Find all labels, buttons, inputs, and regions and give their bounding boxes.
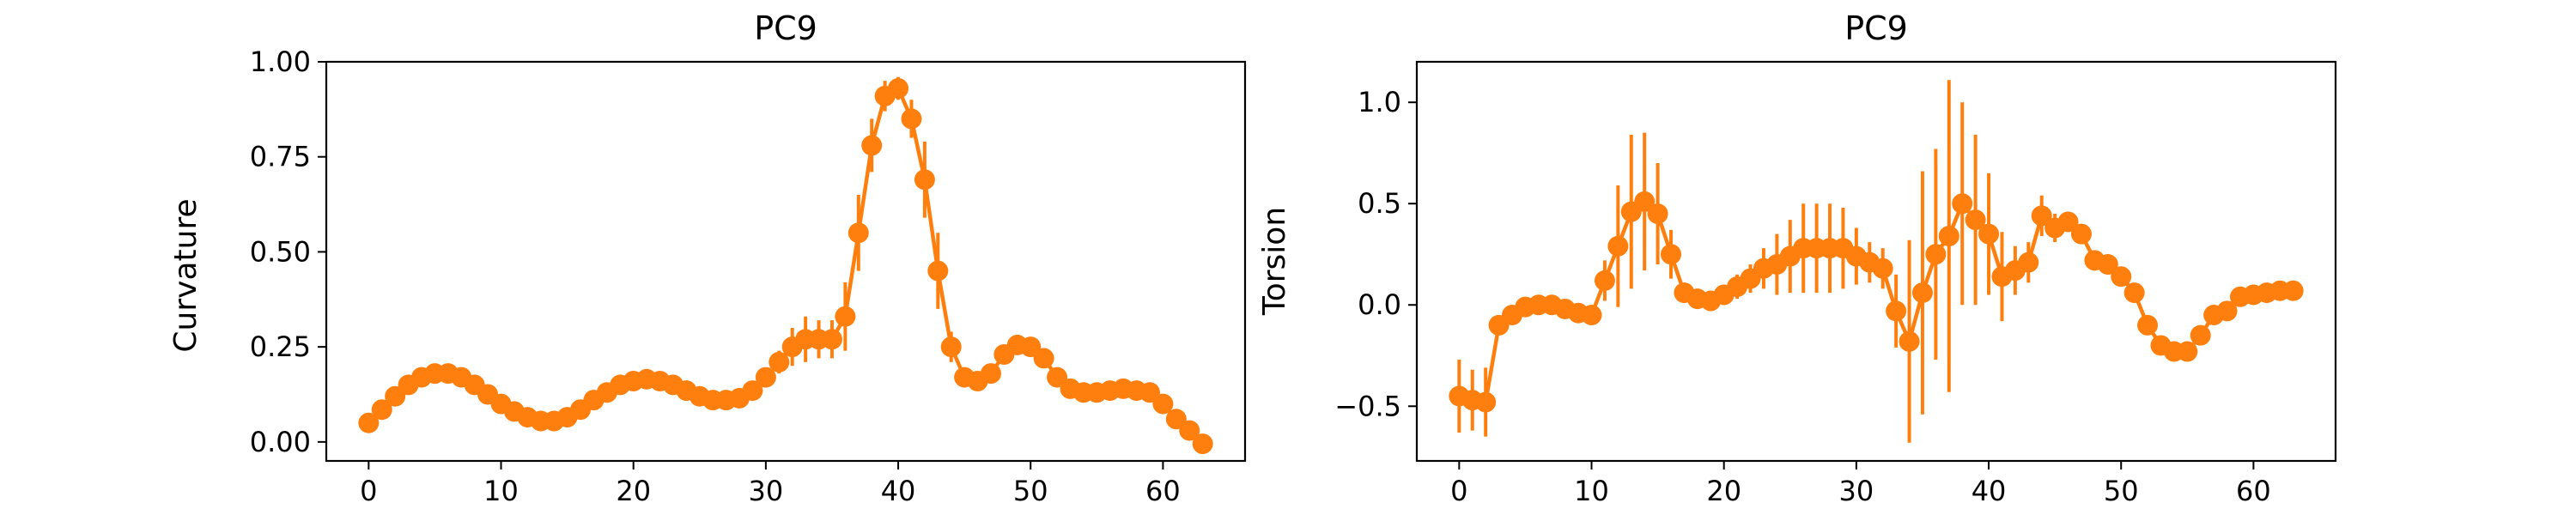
data-point	[2057, 211, 2079, 233]
data-point	[1475, 391, 1497, 413]
data-point	[1581, 305, 1602, 326]
data-point	[1634, 191, 1656, 212]
axis-ticks: 0 10 20 30 40 50 60 −0.5 0.0 0.5 1.0	[1334, 86, 2270, 507]
data-point	[2018, 251, 2039, 273]
x-tick-label: 40	[1971, 475, 2007, 507]
data-point	[2111, 266, 2132, 288]
data-point	[2137, 314, 2159, 336]
y-tick-label: 1.00	[250, 45, 311, 78]
data-point	[2282, 280, 2304, 301]
data-point	[371, 399, 392, 421]
x-tick-label: 10	[483, 475, 519, 507]
data-point	[2190, 324, 2211, 346]
data-point	[1911, 282, 1933, 304]
x-tick-label: 0	[360, 475, 377, 507]
y-axis-label: Curvature	[168, 198, 204, 352]
data-point	[1978, 223, 2000, 245]
x-tick-label: 20	[616, 475, 651, 507]
x-tick-label: 20	[1706, 475, 1741, 507]
data-point	[358, 412, 380, 433]
data-point	[2177, 341, 2198, 362]
chart-title: PC9	[1844, 9, 1908, 47]
plot-area	[1449, 80, 2304, 443]
curvature-panel: PC9 Curvature 0 10 20 30 40 50 600.000.250.500…	[168, 9, 1247, 507]
data-point	[1647, 203, 1668, 225]
data-point	[1152, 393, 1174, 415]
y-tick-label: 0.5	[1358, 187, 1401, 220]
data-point	[821, 329, 842, 350]
data-point	[742, 380, 763, 402]
y-axis-label: Torsion	[1257, 207, 1292, 316]
data-point	[848, 222, 869, 244]
axes-frame	[1415, 60, 2337, 463]
y-tick-label: 1.0	[1358, 86, 1401, 118]
data-point	[1661, 244, 1682, 265]
y-tick-label: 0.00	[250, 426, 311, 458]
data-point	[1886, 300, 1907, 322]
x-tick-label: 50	[2104, 475, 2139, 507]
data-point	[2216, 300, 2238, 322]
x-tick-label: 30	[749, 475, 784, 507]
data-point	[2123, 282, 2145, 304]
data-point	[1607, 235, 1629, 257]
series-line	[1458, 199, 2293, 404]
x-tick-label: 0	[1450, 475, 1467, 507]
data-point	[1965, 209, 1986, 231]
data-point	[755, 367, 776, 388]
data-point	[1594, 270, 1615, 291]
y-tick-label: 0.50	[250, 235, 311, 268]
axes-frame	[325, 60, 1247, 463]
data-point	[940, 336, 962, 358]
data-point	[1899, 330, 1920, 352]
x-tick-label: 40	[881, 475, 916, 507]
data-point	[980, 363, 1001, 385]
axis-ticks: 0 10 20 30 40 50 60 0.00 0.25 0.50 0.75 1.00	[250, 45, 1181, 507]
data-point	[1033, 348, 1054, 369]
x-tick-label: 60	[2236, 475, 2271, 507]
data-point	[2031, 205, 2052, 227]
data-point	[1179, 420, 1200, 441]
data-point	[1872, 258, 1893, 279]
data-point	[888, 78, 909, 99]
torsion-panel: PC9 Torsion 0 10 20 30 40 50 60 −0.5 0.0 0.5 1.0	[1257, 9, 2337, 507]
chart-title: PC9	[754, 9, 817, 47]
y-tick-label: 0.25	[250, 330, 311, 363]
data-point	[835, 306, 856, 327]
data-point	[1192, 433, 1213, 455]
data-point	[927, 260, 949, 282]
x-tick-label: 50	[1013, 475, 1048, 507]
data-point	[2070, 223, 2092, 245]
x-tick-label: 10	[1574, 475, 1609, 507]
x-tick-label: 60	[1145, 475, 1181, 507]
data-point	[901, 108, 922, 130]
plot-area	[358, 76, 1213, 455]
y-tick-label: 0.75	[250, 141, 311, 173]
data-point	[861, 135, 883, 156]
data-point	[1938, 225, 1959, 246]
x-tick-label: 30	[1839, 475, 1874, 507]
y-tick-label: 0.0	[1358, 288, 1401, 321]
data-point	[1952, 193, 1973, 215]
data-point	[2097, 254, 2118, 276]
data-point	[914, 169, 935, 191]
data-point	[1925, 244, 1947, 265]
data-point	[769, 351, 790, 373]
y-tick-label: −0.5	[1334, 390, 1401, 422]
